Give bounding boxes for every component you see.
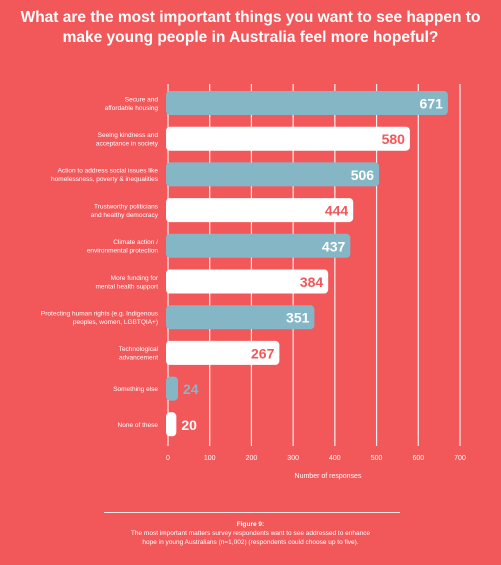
bar-value-label: 24 xyxy=(183,381,199,397)
bar xyxy=(166,412,177,437)
bar-value-label: 671 xyxy=(420,96,444,112)
bars: 671 580 506 444 437 384 351 267 24 20 xyxy=(166,91,448,437)
chart-title-line-2: make young people in Australia feel more… xyxy=(62,29,439,46)
category-label: Climate action / environmental protection xyxy=(87,239,159,255)
category-label-line: peoples, women, LGBTQIA+) xyxy=(73,319,158,326)
bar xyxy=(166,269,329,294)
category-label: Action to address social issues like home… xyxy=(51,168,159,184)
category-label-line: mental health support xyxy=(95,283,158,290)
category-label-line: Technological xyxy=(119,346,159,353)
category-label-line: None of these xyxy=(118,422,159,429)
category-label: Seeing kindness and acceptance in society xyxy=(96,132,159,148)
bar xyxy=(166,162,380,187)
category-label-line: Protecting human rights (e.g. Indigenous xyxy=(41,310,159,317)
figure-caption: Figure 9: The most important matters sur… xyxy=(0,520,501,547)
caption-line-1: The most important matters survey respon… xyxy=(130,530,371,537)
chart-title: What are the most important things you w… xyxy=(0,8,501,48)
category-label-line: advancement xyxy=(119,355,158,362)
bar-value-label: 580 xyxy=(382,131,406,147)
x-tick-label: 500 xyxy=(371,455,383,462)
category-label: Trustworthy politicians and healthy democ… xyxy=(91,203,159,219)
category-label-line: Action to address social issues like xyxy=(58,168,159,175)
category-label: Something else xyxy=(113,386,158,393)
category-label: Secure and affordable housing xyxy=(105,96,159,112)
category-labels: Secure and affordable housing Seeing kindn… xyxy=(41,96,159,429)
category-label-line: environmental protection xyxy=(87,248,159,255)
x-tick-label: 300 xyxy=(287,455,299,462)
bar-value-label: 384 xyxy=(300,274,324,290)
bar-chart: 671 580 506 444 437 384 351 267 24 20 Secure and a… xyxy=(41,84,466,480)
bar xyxy=(166,376,179,401)
x-axis-ticks: 0 100 200 300 400 500 600 700 xyxy=(166,455,466,462)
category-label-line: Seeing kindness and xyxy=(98,132,159,139)
x-tick-label: 100 xyxy=(204,455,216,462)
category-label-line: and healthy democracy xyxy=(91,212,159,219)
category-label: Technological advancement xyxy=(119,346,159,362)
bar-value-label: 506 xyxy=(351,167,375,183)
category-label-line: Secure and xyxy=(125,96,159,103)
caption-divider xyxy=(104,512,400,513)
category-label: More funding for mental health support xyxy=(95,275,158,291)
category-label-line: acceptance in society xyxy=(96,140,159,147)
chart-title-line-1: What are the most important things you w… xyxy=(20,9,481,26)
x-tick-label: 200 xyxy=(246,455,258,462)
x-tick-label: 400 xyxy=(329,455,341,462)
category-label-line: Something else xyxy=(113,386,158,393)
bar xyxy=(166,305,315,330)
x-axis-label: Number of responses xyxy=(295,473,362,480)
bar xyxy=(166,340,280,365)
caption-line-2: hope in young Australians (n=1,002) (res… xyxy=(142,539,359,546)
category-label-line: Climate action / xyxy=(113,239,158,246)
bar-value-label: 20 xyxy=(181,417,197,433)
category-label-line: homelessness, poverty & inequalities xyxy=(51,176,159,183)
bar xyxy=(166,198,354,223)
category-label: Protecting human rights (e.g. Indigenous… xyxy=(41,310,159,326)
bar-value-label: 437 xyxy=(322,238,346,254)
category-label: None of these xyxy=(118,422,159,429)
category-label-line: More funding for xyxy=(111,275,159,282)
bar-value-label: 444 xyxy=(325,203,349,219)
category-label-line: Trustworthy politicians xyxy=(94,203,159,210)
bar xyxy=(166,126,410,151)
x-tick-label: 600 xyxy=(412,455,424,462)
bar-value-label: 267 xyxy=(251,345,275,361)
bar xyxy=(166,91,448,115)
category-label-line: affordable housing xyxy=(105,105,159,112)
bar-value-label: 351 xyxy=(286,310,310,326)
x-tick-label: 700 xyxy=(454,455,466,462)
bar xyxy=(166,233,351,258)
x-tick-label: 0 xyxy=(166,455,170,462)
caption-heading: Figure 9: xyxy=(236,521,265,528)
